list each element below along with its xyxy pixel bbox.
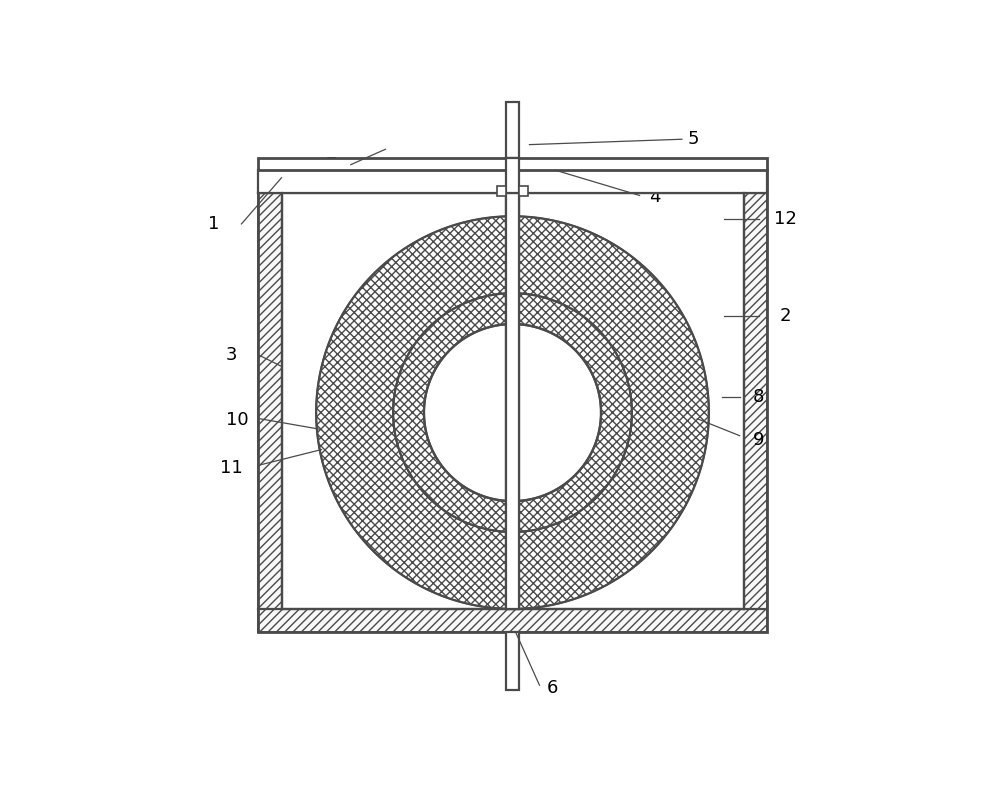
Text: 9: 9 <box>753 431 765 449</box>
Polygon shape <box>258 170 282 632</box>
Text: 7: 7 <box>326 155 337 174</box>
Bar <box>497 186 506 196</box>
Bar <box>506 103 519 158</box>
Text: 1: 1 <box>208 215 219 233</box>
Bar <box>258 170 767 193</box>
Bar <box>506 193 519 609</box>
PathPatch shape <box>393 293 632 532</box>
Text: 5: 5 <box>688 131 699 148</box>
Text: 4: 4 <box>649 188 661 206</box>
PathPatch shape <box>316 216 709 609</box>
Polygon shape <box>424 324 601 501</box>
Text: 11: 11 <box>220 459 243 477</box>
Text: 6: 6 <box>547 679 558 697</box>
Text: 10: 10 <box>226 411 248 429</box>
Text: 2: 2 <box>780 308 792 325</box>
Bar <box>258 158 767 170</box>
Text: 12: 12 <box>774 210 797 227</box>
Polygon shape <box>258 609 767 632</box>
Bar <box>506 193 519 609</box>
Bar <box>519 186 528 196</box>
Bar <box>506 158 519 193</box>
Polygon shape <box>744 170 767 632</box>
Text: 8: 8 <box>753 388 765 406</box>
Bar <box>506 632 519 690</box>
Text: 3: 3 <box>226 346 237 364</box>
